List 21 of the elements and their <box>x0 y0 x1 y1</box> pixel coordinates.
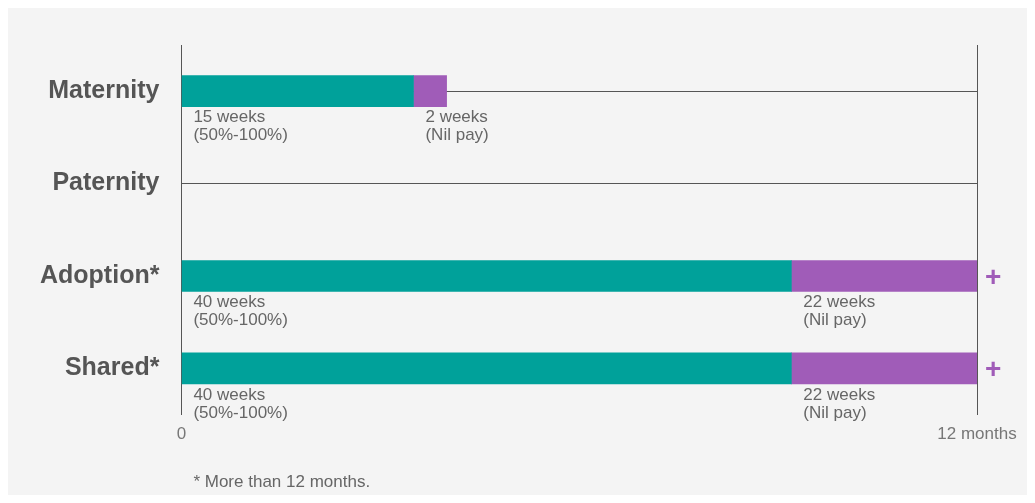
annotation: 40 weeks (50%-100%) <box>193 292 288 330</box>
bar <box>791 352 977 385</box>
y-tick-label: Maternity <box>48 75 160 104</box>
bar <box>413 75 447 108</box>
annotation: + <box>985 353 1002 385</box>
annotation: 15 weeks (50%-100%) <box>193 107 288 145</box>
y-tick-label: Paternity <box>52 167 160 196</box>
x-tick-label: 0 <box>176 424 187 444</box>
bar <box>181 352 792 385</box>
annotation: + <box>985 260 1002 292</box>
annotation: 2 weeks (Nil pay) <box>425 107 489 145</box>
y-tick-label: Shared* <box>64 352 160 381</box>
annotation: 22 weeks (Nil pay) <box>803 292 876 330</box>
annotation: 40 weeks (50%-100%) <box>193 384 288 422</box>
bar <box>181 75 414 108</box>
x-tick-label: 12 months <box>937 424 1017 444</box>
bar <box>791 260 977 292</box>
annotation: 22 weeks (Nil pay) <box>803 384 876 422</box>
y-tick-label: Adoption* <box>39 259 160 288</box>
text: * More than 12 months. <box>193 472 371 491</box>
bar <box>181 260 792 292</box>
